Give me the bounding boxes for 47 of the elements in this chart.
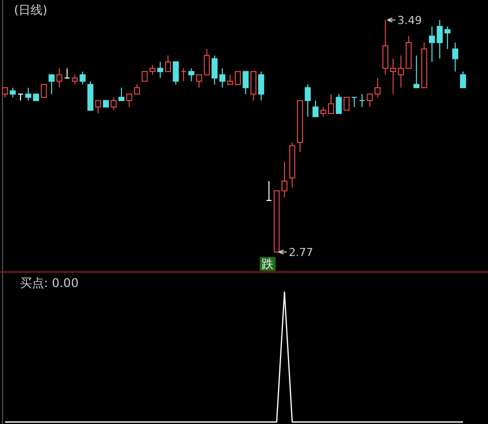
candlestick [118,87,124,102]
candlestick [40,84,47,98]
annotation: 2.77 [288,246,314,259]
candlestick [188,68,194,82]
candlestick [234,71,241,85]
candlestick [266,180,272,201]
candlestick [242,71,249,95]
candlestick [336,94,342,114]
candlestick [196,74,202,88]
candlestick [212,54,218,85]
candlestick [48,74,55,95]
candlestick [126,94,132,108]
candlestick [149,64,156,76]
candlestick [204,48,210,76]
candlestick [227,74,234,85]
candlestick [2,87,8,98]
candlestick [10,87,16,98]
candlestick [18,94,24,102]
candlestick [110,96,117,111]
candlestick [219,68,226,88]
candlestick [64,68,70,78]
candlestick [312,100,319,118]
candlestick [413,54,420,88]
candlestick [359,94,366,108]
candlestick [95,100,102,114]
candlestick [80,71,86,85]
candlestick [72,74,78,85]
candlestick [165,54,172,72]
candlestick [444,26,450,50]
candlestick [142,71,148,82]
candlestick [250,71,256,102]
candlestick [452,42,458,72]
chart-title: (日线) [14,3,48,17]
chart-title: 买点: 0.00 [20,276,79,290]
candlestick [134,84,140,95]
candlestick [157,61,164,78]
candlestick [281,161,288,198]
candlestick [304,84,311,118]
annotation: 3.49 [397,14,422,27]
candlestick [351,96,358,108]
candlestick [344,96,350,111]
candlestick [460,71,466,88]
candlestick [172,61,179,85]
candlestick [258,71,264,102]
text: 跌 [262,257,274,271]
candlestick [180,68,187,82]
candlestick [56,68,62,88]
